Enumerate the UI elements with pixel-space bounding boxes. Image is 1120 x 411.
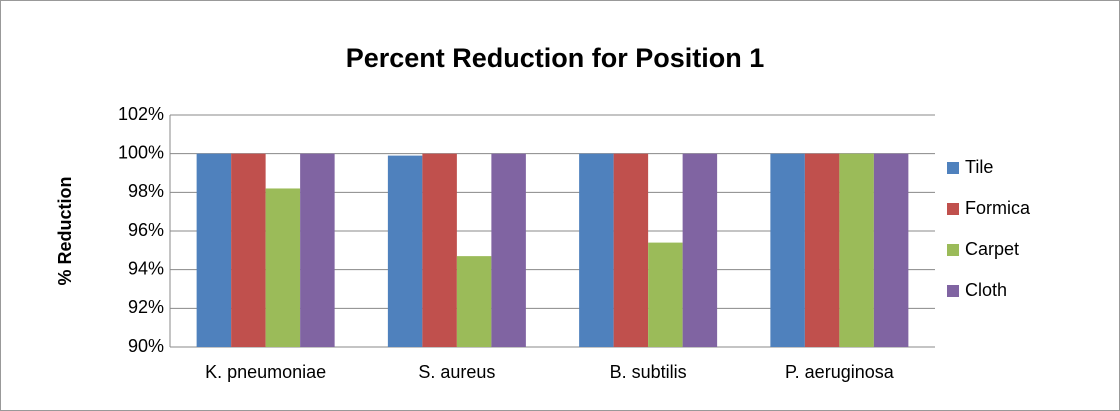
bar	[422, 153, 457, 347]
x-tick-label: K. pneumoniae	[205, 362, 326, 382]
legend-swatch	[947, 285, 959, 297]
bar	[839, 153, 874, 347]
y-tick-label: 92%	[128, 297, 164, 317]
legend-swatch	[947, 244, 959, 256]
legend-swatch	[947, 162, 959, 174]
bar	[682, 153, 718, 347]
bar	[387, 155, 423, 347]
bar	[231, 153, 266, 347]
bar	[804, 153, 840, 347]
bar	[196, 153, 232, 347]
bar	[873, 153, 909, 347]
bar	[456, 256, 492, 347]
legend-label: Formica	[965, 198, 1031, 218]
y-tick-label: 100%	[118, 142, 164, 162]
bar	[770, 153, 805, 347]
y-tick-label: 98%	[128, 181, 164, 201]
legend-label: Tile	[965, 157, 993, 177]
chart-title: Percent Reduction for Position 1	[346, 43, 765, 73]
bar	[613, 153, 649, 347]
bar	[648, 242, 683, 347]
y-tick-label: 94%	[128, 258, 164, 278]
bar	[491, 153, 526, 347]
y-tick-label: 96%	[128, 220, 164, 240]
bar	[265, 188, 301, 347]
y-axis-label: % Reduction	[55, 176, 75, 285]
x-tick-label: B. subtilis	[610, 362, 687, 382]
y-tick-label: 102%	[118, 104, 164, 124]
bar	[300, 153, 335, 347]
legend-label: Carpet	[965, 239, 1019, 259]
legend-swatch	[947, 203, 959, 215]
y-tick-label: 90%	[128, 336, 164, 356]
x-tick-label: S. aureus	[418, 362, 495, 382]
x-tick-label: P. aeruginosa	[785, 362, 895, 382]
legend-label: Cloth	[965, 280, 1007, 300]
bar	[579, 153, 614, 347]
